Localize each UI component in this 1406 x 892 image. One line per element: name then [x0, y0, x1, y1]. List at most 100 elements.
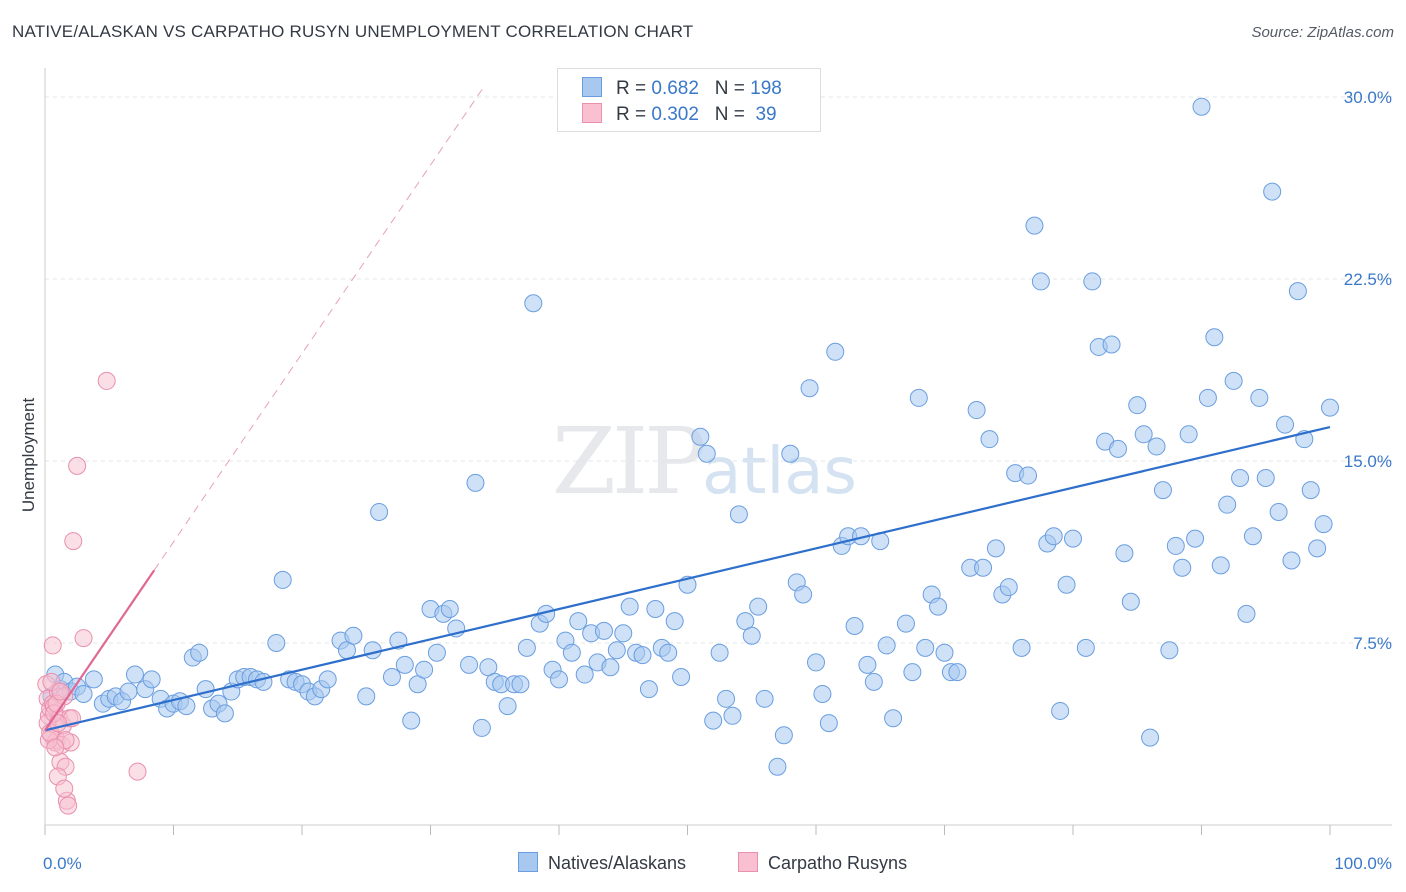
point-natives-alaskans — [665, 612, 684, 631]
point-natives-alaskans — [575, 665, 594, 684]
point-natives-alaskans — [768, 757, 787, 776]
series-natives-alaskans — [42, 97, 1339, 776]
point-natives-alaskans — [382, 667, 401, 686]
legend-swatch-blue — [518, 852, 538, 872]
point-natives-alaskans — [1115, 544, 1134, 563]
point-natives-alaskans — [562, 643, 581, 662]
point-carpatho-rusyns — [74, 629, 93, 648]
point-natives-alaskans — [620, 597, 639, 616]
point-natives-alaskans — [363, 641, 382, 660]
legend-r-label: R = — [616, 78, 647, 99]
point-natives-alaskans — [344, 626, 363, 645]
point-natives-alaskans — [807, 653, 825, 672]
point-natives-alaskans — [1160, 641, 1179, 660]
point-natives-alaskans — [781, 444, 800, 463]
point-natives-alaskans — [1186, 529, 1205, 548]
point-natives-alaskans — [986, 539, 1005, 558]
legend-label: Carpatho Rusyns — [768, 853, 908, 873]
point-natives-alaskans — [1205, 328, 1224, 347]
point-natives-alaskans — [1237, 604, 1256, 623]
point-natives-alaskans — [1108, 439, 1127, 458]
legend-swatch-blue — [582, 77, 602, 97]
x-tick-label-min: 0.0% — [43, 854, 82, 873]
point-natives-alaskans — [742, 626, 761, 645]
point-carpatho-rusyns — [59, 796, 78, 815]
point-natives-alaskans — [639, 680, 658, 699]
point-natives-alaskans — [1019, 466, 1038, 485]
point-natives-alaskans — [1102, 335, 1121, 354]
point-natives-alaskans — [1192, 97, 1211, 116]
point-natives-alaskans — [672, 667, 691, 686]
point-natives-alaskans — [1121, 592, 1140, 611]
point-natives-alaskans — [1057, 575, 1076, 594]
point-natives-alaskans — [1224, 371, 1243, 390]
point-natives-alaskans — [498, 697, 517, 716]
point-natives-alaskans — [267, 634, 286, 652]
point-carpatho-rusyns — [64, 532, 83, 551]
axis-labels: 7.5% 15.0% 22.5% 30.0% 0.0% 100.0% Unemploymen… — [19, 88, 1392, 873]
point-natives-alaskans — [659, 643, 678, 662]
point-natives-alaskans — [1083, 272, 1102, 291]
point-natives-alaskans — [646, 600, 665, 619]
point-carpatho-rusyns — [55, 779, 74, 798]
y-tick-label: 22.5% — [1344, 270, 1392, 289]
point-carpatho-rusyns — [128, 762, 147, 781]
point-natives-alaskans — [1166, 536, 1185, 555]
point-natives-alaskans — [845, 617, 864, 636]
point-natives-alaskans — [710, 643, 729, 662]
point-natives-alaskans — [142, 670, 161, 689]
legend-label: Natives/Alaskans — [548, 853, 687, 873]
point-natives-alaskans — [1243, 527, 1262, 546]
point-natives-alaskans — [948, 663, 967, 682]
point-natives-alaskans — [1128, 396, 1147, 415]
legend-swatch-pink — [738, 852, 758, 872]
point-natives-alaskans — [691, 427, 710, 446]
point-natives-alaskans — [215, 704, 234, 723]
point-natives-alaskans — [1308, 539, 1327, 558]
point-natives-alaskans — [550, 670, 568, 689]
point-carpatho-rusyns — [68, 456, 87, 475]
point-natives-alaskans — [909, 388, 928, 407]
point-natives-alaskans — [524, 294, 543, 313]
point-natives-alaskans — [1044, 527, 1063, 546]
legend-r-label: R = — [616, 104, 647, 125]
point-carpatho-rusyns — [46, 738, 65, 757]
point-natives-alaskans — [125, 665, 144, 684]
point-natives-alaskans — [370, 502, 389, 521]
y-tick-label: 30.0% — [1344, 88, 1392, 107]
point-natives-alaskans — [774, 726, 793, 745]
point-natives-alaskans — [1051, 701, 1070, 720]
legend-row-rusyns: R = 0.302 N = 39 — [582, 103, 777, 127]
point-natives-alaskans — [1321, 398, 1339, 417]
point-natives-alaskans — [1064, 529, 1082, 548]
y-axis-label: Unemployment — [19, 398, 38, 513]
point-natives-alaskans — [1076, 638, 1095, 657]
point-natives-alaskans — [999, 578, 1018, 597]
trend-lines-solid — [44, 425, 1331, 732]
point-natives-alaskans — [633, 646, 652, 665]
point-natives-alaskans — [858, 655, 877, 674]
point-natives-alaskans — [1031, 272, 1050, 291]
point-natives-alaskans — [74, 684, 93, 703]
point-natives-alaskans — [318, 670, 337, 689]
point-natives-alaskans — [697, 444, 716, 463]
point-natives-alaskans — [1198, 388, 1217, 407]
point-natives-alaskans — [594, 621, 613, 640]
point-natives-alaskans — [717, 689, 736, 708]
legend: R = 0.682 N = 198 R = 0.302 N = 39 — [557, 68, 821, 132]
point-natives-alaskans — [1211, 556, 1230, 575]
legend-swatch-pink — [582, 103, 602, 123]
legend-n-value: 198 — [750, 78, 782, 99]
point-natives-alaskans — [196, 680, 215, 699]
chart-title: NATIVE/ALASKAN VS CARPATHO RUSYN UNEMPLO… — [12, 22, 694, 41]
point-natives-alaskans — [967, 401, 986, 420]
watermark-atlas: atlas — [702, 435, 857, 509]
point-natives-alaskans — [569, 612, 588, 631]
point-natives-alaskans — [1141, 728, 1160, 747]
point-natives-alaskans — [723, 706, 742, 725]
point-natives-alaskans — [800, 379, 819, 398]
legend-row-natives: R = 0.682 N = 198 — [582, 77, 782, 101]
point-carpatho-rusyns — [97, 371, 116, 390]
point-natives-alaskans — [729, 505, 748, 524]
